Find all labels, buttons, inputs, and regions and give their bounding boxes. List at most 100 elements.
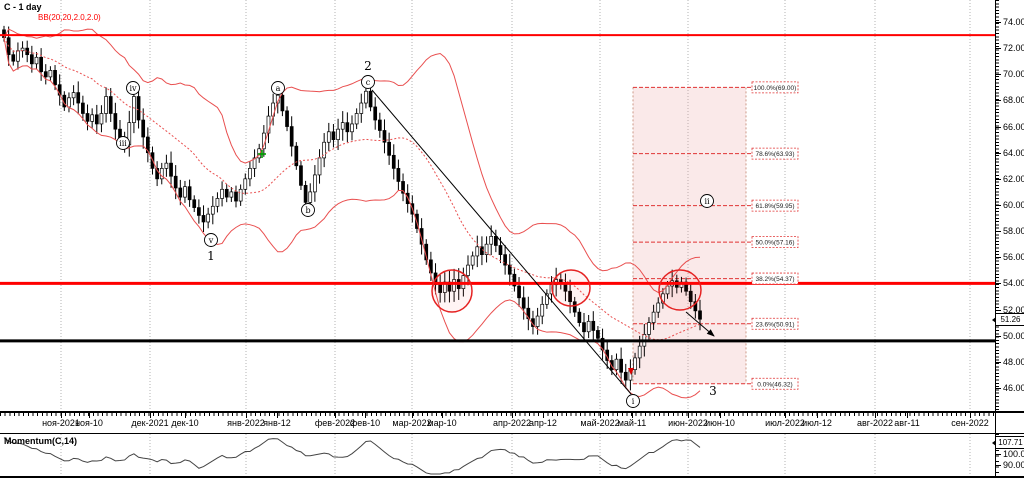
candle-body xyxy=(647,322,651,335)
candle-body xyxy=(693,301,698,312)
horizontal-lines[interactable] xyxy=(0,34,995,343)
price-tick-label: 50.00 xyxy=(1003,330,1024,341)
sell-marker-icon xyxy=(628,368,634,375)
price-axis[interactable]: 74.00 72.00 70.00 68.00 66.00 64.00 62.00 60.00… xyxy=(995,0,1024,479)
price-tick-label: 62.00 xyxy=(1003,173,1024,184)
wave-label-text: ii xyxy=(704,197,710,206)
momentum-line xyxy=(3,437,701,475)
date-tick xyxy=(335,413,336,418)
wave-number-text: 3 xyxy=(709,384,717,398)
red-circle-annotation xyxy=(658,269,702,311)
candle-body xyxy=(178,187,183,198)
candle-body xyxy=(317,157,322,176)
momentum-indicator-label: Momentum(C,14) xyxy=(4,436,78,446)
candle-body xyxy=(326,131,331,143)
date-tick xyxy=(543,413,544,418)
candle-body xyxy=(169,162,173,177)
fib-label-text: 61.8%(59.95) xyxy=(755,203,794,210)
candle-body xyxy=(155,168,159,180)
date-tick xyxy=(688,413,689,418)
wave-label-text: iii xyxy=(119,139,127,148)
date-tick xyxy=(246,413,247,418)
candle-body xyxy=(85,113,90,122)
date-tick xyxy=(817,413,818,418)
gridlines xyxy=(60,434,971,477)
candle-body xyxy=(526,307,531,320)
candle-body xyxy=(596,330,600,339)
wave-number-text: 1 xyxy=(207,249,215,263)
candle-body xyxy=(29,54,34,65)
price-chart-plot[interactable]: iv iii v 1 a b c 2 i ii 3 100.0%(69.00) 78.6%(63.93)… xyxy=(0,0,995,412)
ellipse-annotations[interactable] xyxy=(431,269,702,313)
price-tick-label: 74.00 xyxy=(1003,17,1024,27)
date-tick-label: мар-10 xyxy=(427,418,457,428)
candle-body xyxy=(141,119,146,138)
wave-label-circle xyxy=(126,81,140,95)
candle-body xyxy=(11,54,16,62)
wave-label-text: i xyxy=(632,397,635,406)
momentum-tick-label: 90.00 xyxy=(1003,459,1024,470)
date-tick-label: янв-2022 xyxy=(227,418,265,428)
date-tick-label: июл-12 xyxy=(802,418,832,428)
date-tick-label: дек-10 xyxy=(171,418,199,428)
chart-title: C - 1 day xyxy=(4,2,42,12)
candle-body xyxy=(387,141,391,156)
candle-body xyxy=(108,96,113,114)
momentum-panel[interactable]: Momentum(C,14) xyxy=(0,434,995,477)
bb-upper xyxy=(3,28,701,294)
candle-body xyxy=(99,113,104,125)
candle-body xyxy=(498,245,503,255)
candle-body xyxy=(104,96,108,114)
wave-label-circle xyxy=(116,136,130,150)
fibonacci-zone[interactable] xyxy=(632,86,752,385)
candle-body xyxy=(48,70,53,78)
candle-body xyxy=(94,114,99,125)
candle-body xyxy=(470,255,475,266)
wave-number-text: 2 xyxy=(364,59,372,73)
candle-body xyxy=(229,191,234,198)
gridlines xyxy=(60,0,971,412)
candle-body xyxy=(308,191,313,203)
candle-body xyxy=(364,90,368,104)
trendline-annotations[interactable] xyxy=(371,89,715,395)
candle-body xyxy=(71,92,76,99)
candle-body xyxy=(637,345,642,359)
fib-label-text: 78.6%(63.93) xyxy=(755,151,794,158)
candle-body xyxy=(34,56,39,65)
candle-body xyxy=(331,131,336,140)
red-circle-annotation xyxy=(551,269,591,307)
candle-body xyxy=(633,357,637,371)
date-tick xyxy=(412,413,413,418)
candle-body xyxy=(285,110,289,127)
candle-body xyxy=(266,115,271,134)
price-tick-label: 46.00 xyxy=(1003,382,1024,393)
price-tick-label: 66.00 xyxy=(1003,121,1024,132)
date-tick-label: июн-10 xyxy=(705,418,735,428)
candle-body xyxy=(493,235,498,246)
candle-body xyxy=(16,50,20,62)
candle-body xyxy=(475,246,480,257)
candle-body xyxy=(81,102,85,114)
candle-body xyxy=(688,290,693,303)
date-tick xyxy=(185,413,186,418)
candle-body xyxy=(303,185,308,203)
candle-body xyxy=(280,94,285,112)
price-chart-canvas[interactable]: iviiiv1abc2iii3100.0%(69.00)78.6%(63.93)… xyxy=(0,0,995,412)
momentum-canvas[interactable] xyxy=(0,434,995,477)
trendline xyxy=(371,89,632,395)
axis-border xyxy=(995,0,996,477)
price-tick-label: 58.00 xyxy=(1003,226,1024,237)
date-tick-label: сен-2022 xyxy=(951,418,989,428)
trade-markers[interactable] xyxy=(258,150,634,375)
candle-body xyxy=(43,71,48,78)
panel-separator xyxy=(0,433,1024,434)
candle-body xyxy=(132,96,136,123)
candle-body xyxy=(350,123,354,133)
date-tick-label: ноя-10 xyxy=(75,418,103,428)
bb-lower xyxy=(3,37,701,399)
date-axis[interactable]: ноя-2021 ноя-10 дек-2021 дек-10 янв-2022 янв-… xyxy=(0,412,995,433)
momentum-tick-label: 100.00 xyxy=(1003,449,1024,459)
wave-label-circle xyxy=(301,203,315,217)
